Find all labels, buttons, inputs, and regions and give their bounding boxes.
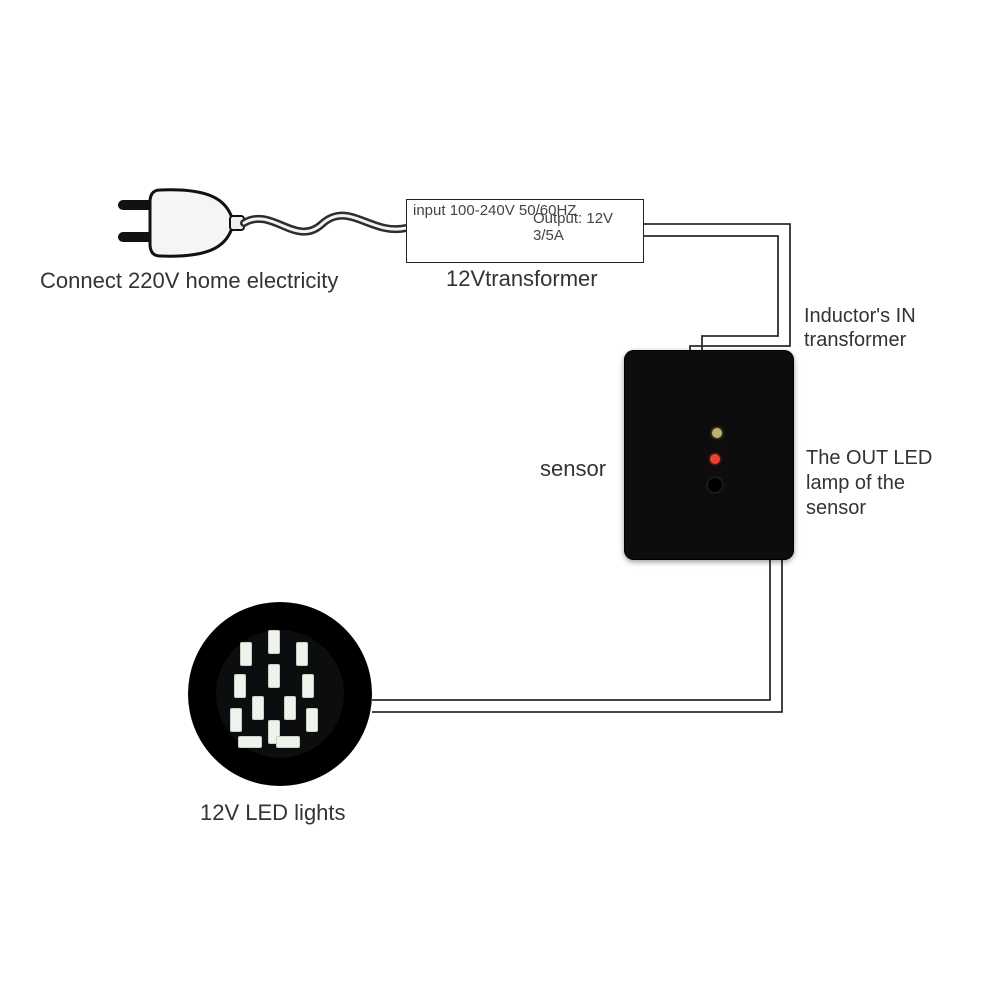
led-chip xyxy=(302,674,314,698)
plug-icon xyxy=(118,190,244,256)
led-chip xyxy=(238,736,262,748)
transformer-box: input 100-240V 50/60HZ Output: 12V 3/5A xyxy=(406,199,644,263)
led-chip xyxy=(230,708,242,732)
led-chip xyxy=(284,696,296,720)
transformer-output-label: Output: 12V 3/5A xyxy=(533,210,643,245)
sensor-ir-window xyxy=(708,478,722,492)
wire-sensor-to-led xyxy=(372,560,782,712)
led-chip xyxy=(240,642,252,666)
plug-caption: Connect 220V home electricity xyxy=(40,268,338,294)
led-chip xyxy=(234,674,246,698)
wire-transformer-to-sensor xyxy=(642,224,790,350)
led-lights-caption: 12V LED lights xyxy=(200,800,346,826)
led-chip xyxy=(306,708,318,732)
sensor-led-indicator-top xyxy=(712,428,722,438)
led-chip xyxy=(268,664,280,688)
wire-plug-to-transformer-outer xyxy=(244,216,406,232)
wire-plug-to-transformer-inner xyxy=(244,216,406,232)
sensor-box xyxy=(624,350,794,560)
led-chip xyxy=(296,642,308,666)
led-chip xyxy=(268,630,280,654)
led-chip xyxy=(276,736,300,748)
led-chip xyxy=(252,696,264,720)
transformer-caption: 12Vtransformer xyxy=(446,266,598,292)
diagram-stage: { "type": "wiring-diagram", "canvas": { … xyxy=(0,0,1000,1000)
inductor-in-caption: Inductor's IN transformer xyxy=(804,304,916,352)
sensor-caption: sensor xyxy=(540,456,606,482)
led-puck xyxy=(188,602,372,786)
out-led-caption: The OUT LED lamp of the sensor xyxy=(806,446,932,521)
sensor-led-indicator-red xyxy=(710,454,720,464)
